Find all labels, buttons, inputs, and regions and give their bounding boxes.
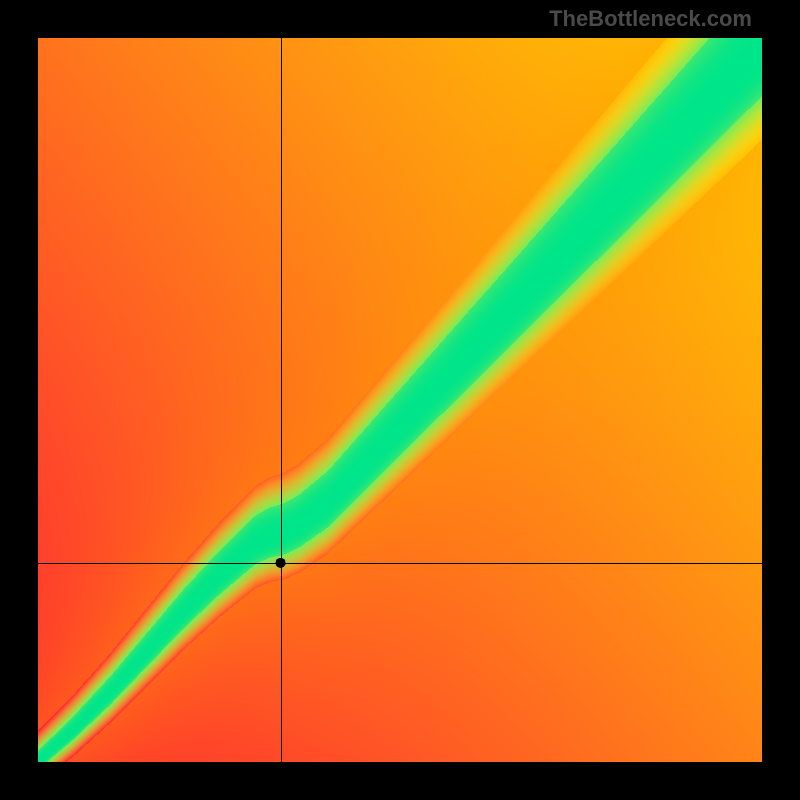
- bottleneck-heatmap: [38, 38, 762, 762]
- watermark-text: TheBottleneck.com: [549, 6, 752, 32]
- chart-container: TheBottleneck.com: [0, 0, 800, 800]
